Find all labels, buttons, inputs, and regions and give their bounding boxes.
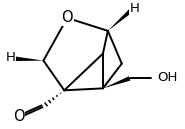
Text: H: H (130, 2, 139, 15)
Polygon shape (103, 76, 130, 88)
Text: H: H (6, 51, 16, 64)
Text: OH: OH (157, 71, 178, 84)
Polygon shape (13, 56, 43, 61)
Polygon shape (108, 7, 134, 31)
Text: O: O (13, 109, 24, 124)
Text: O: O (61, 10, 73, 25)
